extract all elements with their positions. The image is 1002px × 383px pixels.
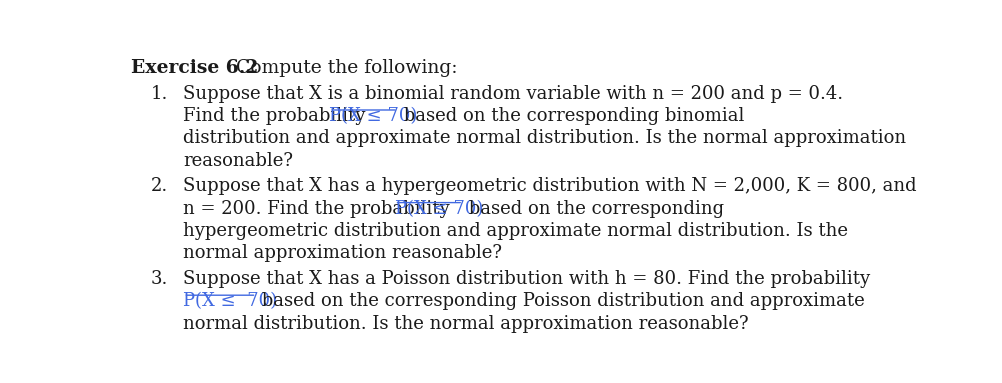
Text: Suppose that X has a Poisson distribution with h = 80. Find the probability: Suppose that X has a Poisson distributio… <box>183 270 871 288</box>
Text: Find the probability: Find the probability <box>183 107 372 125</box>
Text: P(X ≤  70): P(X ≤ 70) <box>183 292 278 310</box>
Text: n = 200. Find the probability: n = 200. Find the probability <box>183 200 456 218</box>
Text: Exercise 6.2: Exercise 6.2 <box>131 59 259 77</box>
Text: hypergeometric distribution and approximate normal distribution. Is the: hypergeometric distribution and approxim… <box>183 222 849 240</box>
Text: P(X ≤ 70): P(X ≤ 70) <box>330 107 418 125</box>
Text: based on the corresponding Poisson distribution and approximate: based on the corresponding Poisson distr… <box>257 292 865 310</box>
Text: based on the corresponding: based on the corresponding <box>463 200 724 218</box>
Text: Compute the following:: Compute the following: <box>230 59 458 77</box>
Text: Suppose that X has a hypergeometric distribution with N = 2,000, K = 800, and: Suppose that X has a hypergeometric dist… <box>183 177 917 195</box>
Text: 1.: 1. <box>150 85 168 103</box>
Text: normal approximation reasonable?: normal approximation reasonable? <box>183 244 502 262</box>
Text: 3.: 3. <box>150 270 168 288</box>
Text: 2.: 2. <box>150 177 168 195</box>
Text: distribution and approximate normal distribution. Is the normal approximation: distribution and approximate normal dist… <box>183 129 907 147</box>
Text: normal distribution. Is the normal approximation reasonable?: normal distribution. Is the normal appro… <box>183 314 749 332</box>
Text: based on the corresponding binomial: based on the corresponding binomial <box>398 107 744 125</box>
Text: Suppose that X is a binomial random variable with n = 200 and p = 0.4.: Suppose that X is a binomial random vari… <box>183 85 844 103</box>
Text: P(X ≤ 70): P(X ≤ 70) <box>395 200 483 218</box>
Text: reasonable?: reasonable? <box>183 152 294 170</box>
